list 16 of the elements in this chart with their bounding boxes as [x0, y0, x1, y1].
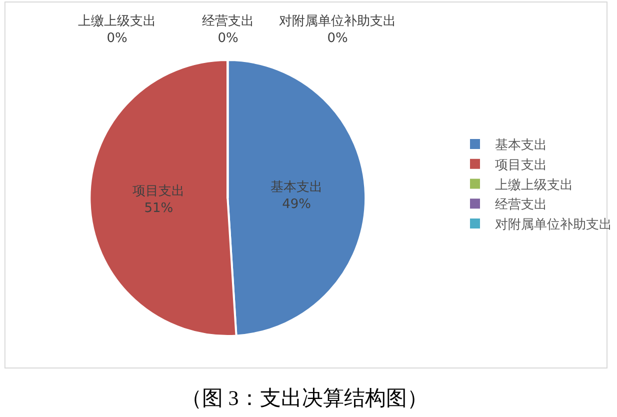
legend-label: 对附属单位补助支出	[495, 218, 612, 233]
category-label: 上缴上级支出	[78, 14, 156, 29]
text: 0%	[106, 30, 128, 46]
data-label: 51%	[144, 201, 174, 216]
legend-label: 基本支出	[495, 138, 547, 154]
slice-label: 项目支出	[132, 184, 185, 200]
category-label: 对附属单位补助支出	[279, 14, 396, 29]
legend-label: 项目支出	[495, 158, 547, 173]
category-label: 经营支出	[202, 14, 254, 29]
legend-label: 经营支出	[495, 198, 547, 213]
slice-label: 基本支出	[270, 180, 323, 195]
text: 0%	[327, 30, 348, 46]
text: 0%	[218, 30, 238, 46]
text: （图 3：支出决算结构图）	[181, 386, 428, 410]
data-label: 49%	[282, 196, 312, 212]
legend-label: 上缴上级支出	[495, 178, 573, 193]
